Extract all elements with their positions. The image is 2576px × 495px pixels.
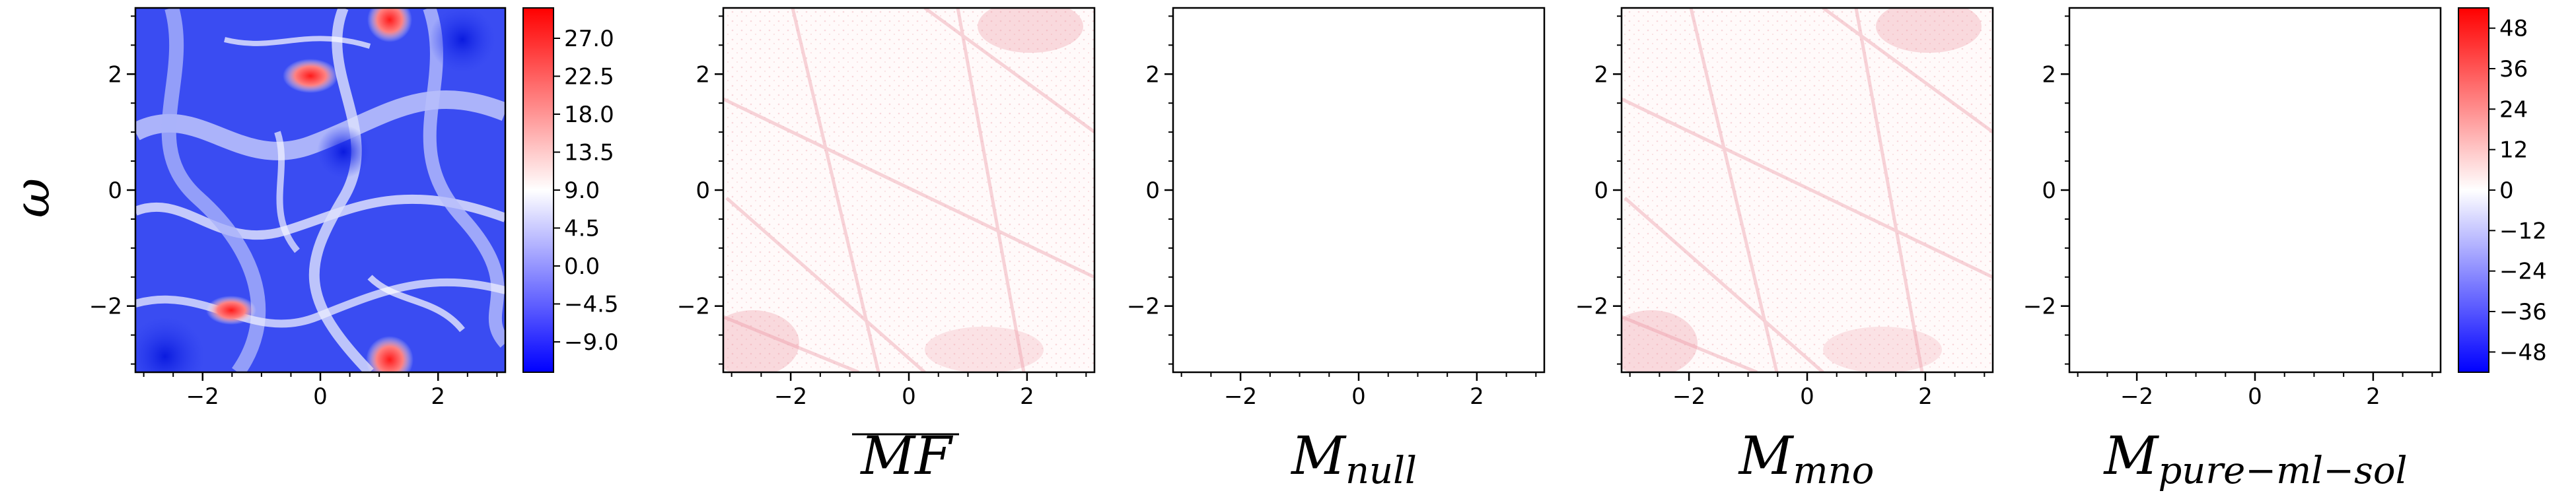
y-tick-label: 2	[2042, 61, 2056, 88]
y-tick-label: 2	[696, 61, 710, 88]
x-tick-label: −2	[1224, 383, 1257, 410]
colorbar-tick-label: −36	[2499, 299, 2547, 325]
xlabel-mno: Mmno	[1738, 425, 1875, 492]
xlabel-null: Mnull	[1290, 425, 1417, 492]
y-tick-label: −2	[677, 294, 710, 320]
y-tick-label: −2	[1575, 294, 1608, 320]
x-tick-label: 2	[1020, 383, 1034, 410]
x-tick-label: 2	[431, 383, 445, 410]
ticks: −2 0 2 −2 0 2	[1575, 15, 1986, 410]
xlabel-pure-ml-sol: Mpure−ml−sol	[2103, 425, 2408, 492]
y-tick-label: 2	[108, 61, 122, 88]
colorbar-tick-label: 13.5	[564, 140, 614, 166]
x-tick-label: −2	[186, 383, 219, 410]
heatmap-image	[2069, 8, 2441, 372]
x-tick-label: 0	[313, 383, 328, 410]
xlabel-mf: MF	[859, 425, 953, 486]
colorbar-tick-label: 18.0	[564, 102, 614, 128]
heatmap-texture	[723, 8, 1094, 372]
colorbar	[522, 7, 554, 373]
panel-pure-ml-sol: −2 0 2 −2 0 2 Mpure−ml−sol −48 −36 −24 −12 0 12 24 3…	[2023, 7, 2547, 492]
heatmap-image	[1173, 8, 1544, 372]
panel-vorticity: −2 0 2 −2 0 2 ω −9.0 −4.5 0.0 4.5 9.0 13.5 18.0 22.5…	[4, 7, 619, 410]
ticks: −2 0 2 −2 0 2	[1127, 15, 1537, 410]
y-tick-label: −2	[1127, 294, 1160, 320]
colorbar-tick-label: 12	[2499, 137, 2528, 164]
colorbar-tick-label: 0.0	[564, 253, 600, 280]
colorbar-tick-label: 9.0	[564, 178, 600, 204]
heatmap-texture	[1622, 8, 1993, 372]
ticks: −2 0 2 −2 0 2	[2023, 15, 2433, 410]
colorbar-tick-label: −48	[2499, 339, 2547, 366]
y-tick-label: 0	[1145, 178, 1160, 204]
y-tick-label: 2	[1145, 61, 1160, 88]
y-tick-label: −2	[2023, 294, 2056, 320]
colorbar-ticks: −9.0 −4.5 0.0 4.5 9.0 13.5 18.0 22.5 27.0	[554, 26, 619, 356]
y-tick-label: 0	[696, 178, 710, 204]
colorbar-tick-label: 22.5	[564, 64, 614, 90]
y-tick-label: 0	[1594, 178, 1608, 204]
x-tick-label: −2	[774, 383, 807, 410]
colorbar-tick-label: 0	[2499, 178, 2514, 204]
x-tick-label: −2	[2120, 383, 2153, 410]
panel-null: −2 0 2 −2 0 2 Mnull	[1127, 7, 1546, 492]
colorbar-tick-label: 36	[2499, 56, 2528, 82]
y-tick-label: 0	[108, 178, 122, 204]
colorbar-tick-label: 24	[2499, 96, 2528, 123]
colorbar-tick-label: −9.0	[564, 329, 619, 356]
colorbar-tick-label: 48	[2499, 16, 2528, 42]
colorbar-tick-label: −4.5	[564, 292, 619, 318]
colorbar-ticks: −48 −36 −24 −12 0 12 24 36 48	[2489, 16, 2547, 366]
x-tick-label: 2	[1470, 383, 1484, 410]
x-tick-label: 0	[1800, 383, 1814, 410]
y-tick-label: 2	[1594, 61, 1608, 88]
ticks: −2 0 2 −2 0 2	[677, 15, 1087, 410]
ylabel-omega: ω	[4, 178, 61, 218]
colorbar-tick-label: −12	[2499, 218, 2547, 244]
colorbar-tick-label: −24	[2499, 259, 2547, 285]
x-tick-label: 0	[902, 383, 916, 410]
heatmap-texture	[135, 8, 505, 372]
y-tick-label: −2	[89, 294, 122, 320]
x-tick-label: 0	[2248, 383, 2262, 410]
colorbar-tick-label: 27.0	[564, 26, 614, 52]
ticks: −2 0 2 −2 0 2	[89, 15, 498, 410]
colorbar-tick-label: 4.5	[564, 216, 600, 242]
y-tick-label: 0	[2042, 178, 2056, 204]
x-tick-label: 2	[2366, 383, 2380, 410]
panel-mno: −2 0 2 −2 0 2 Mmno	[1575, 7, 1994, 492]
colorbar	[2458, 7, 2489, 373]
panel-mf: −2 0 2 −2 0 2 MF	[677, 7, 1096, 486]
x-tick-label: 2	[1918, 383, 1933, 410]
x-tick-label: 0	[1351, 383, 1366, 410]
x-tick-label: −2	[1672, 383, 1705, 410]
